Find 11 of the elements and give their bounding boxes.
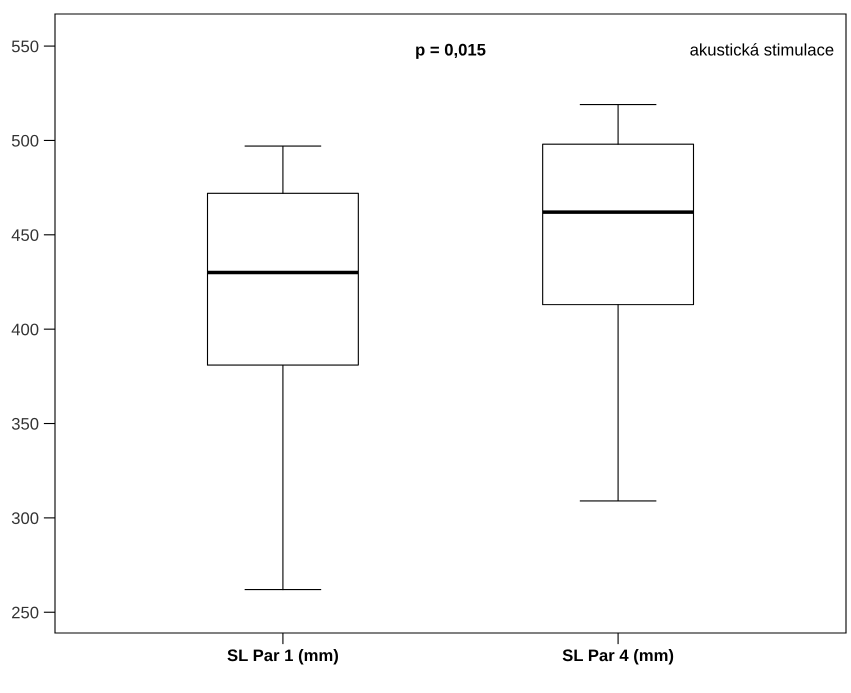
y-tick-label: 450 xyxy=(12,229,38,242)
x-tick-label: SL Par 1 (mm) xyxy=(228,648,338,665)
annotation: akustická stimulace xyxy=(690,43,834,56)
y-tick-label: 400 xyxy=(12,324,38,336)
y-tick-label: 250 xyxy=(12,606,38,618)
annotation: p = 0,015 xyxy=(416,44,486,59)
y-tick-label: 500 xyxy=(12,134,38,147)
y-tick-label: 350 xyxy=(12,418,38,430)
y-tick-label: 300 xyxy=(12,512,38,524)
x-tick-label: SL Par 4 (mm) xyxy=(562,648,674,665)
y-tick-label: 550 xyxy=(12,40,38,52)
